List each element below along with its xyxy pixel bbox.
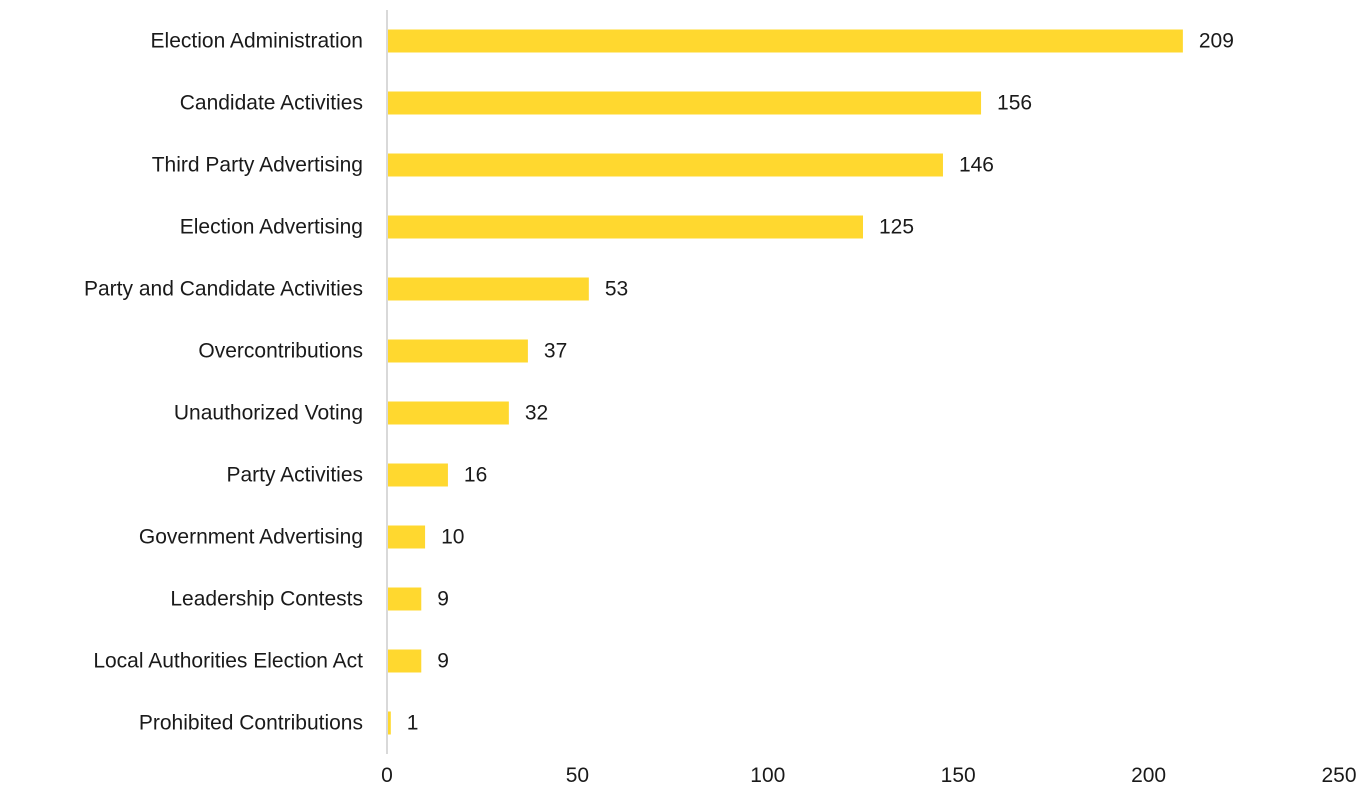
- category-label: Party Activities: [226, 464, 363, 487]
- x-tick-label: 250: [1321, 764, 1356, 787]
- bar: [387, 525, 426, 549]
- value-labels: 209 156 146 125 53 37 32 16 10 9 9 1: [407, 30, 1234, 735]
- bar: [387, 463, 448, 487]
- bar: [387, 29, 1183, 53]
- x-tick-label: 100: [750, 764, 785, 787]
- value-label: 9: [437, 588, 449, 611]
- category-label: Party and Candidate Activities: [84, 278, 363, 301]
- value-label: 10: [441, 526, 464, 549]
- category-label: Unauthorized Voting: [174, 402, 363, 425]
- value-label: 16: [464, 464, 487, 487]
- bar: [387, 339, 528, 363]
- bar: [387, 277, 589, 301]
- bar: [387, 711, 391, 735]
- category-label: Government Advertising: [139, 526, 363, 549]
- value-label: 37: [544, 340, 567, 363]
- bar: [387, 401, 509, 425]
- x-tick-label: 200: [1131, 764, 1166, 787]
- value-label: 32: [525, 402, 548, 425]
- value-label: 53: [605, 278, 628, 301]
- x-tick-label: 0: [381, 764, 393, 787]
- category-label: Local Authorities Election Act: [93, 650, 363, 673]
- category-label: Leadership Contests: [170, 588, 363, 611]
- bar: [387, 649, 422, 673]
- x-tick-label: 150: [941, 764, 976, 787]
- value-label: 209: [1199, 30, 1234, 53]
- bar: [387, 587, 422, 611]
- value-label: 146: [959, 154, 994, 177]
- value-label: 156: [997, 92, 1032, 115]
- value-label: 125: [879, 216, 914, 239]
- x-axis-ticks: 0 50 100 150 200 250: [381, 764, 1356, 787]
- category-label: Overcontributions: [198, 340, 363, 363]
- category-label: Candidate Activities: [180, 92, 363, 115]
- category-label: Election Administration: [151, 30, 363, 53]
- value-label: 1: [407, 712, 419, 735]
- bar: [387, 91, 982, 115]
- bars-group: [387, 29, 1183, 735]
- value-label: 9: [437, 650, 449, 673]
- category-label: Third Party Advertising: [152, 154, 363, 177]
- category-label: Election Advertising: [180, 216, 363, 239]
- x-tick-label: 50: [566, 764, 589, 787]
- category-labels: Election Administration Candidate Activit…: [84, 30, 363, 735]
- bar: [387, 215, 863, 239]
- bar: [387, 153, 943, 177]
- category-label: Prohibited Contributions: [139, 712, 363, 735]
